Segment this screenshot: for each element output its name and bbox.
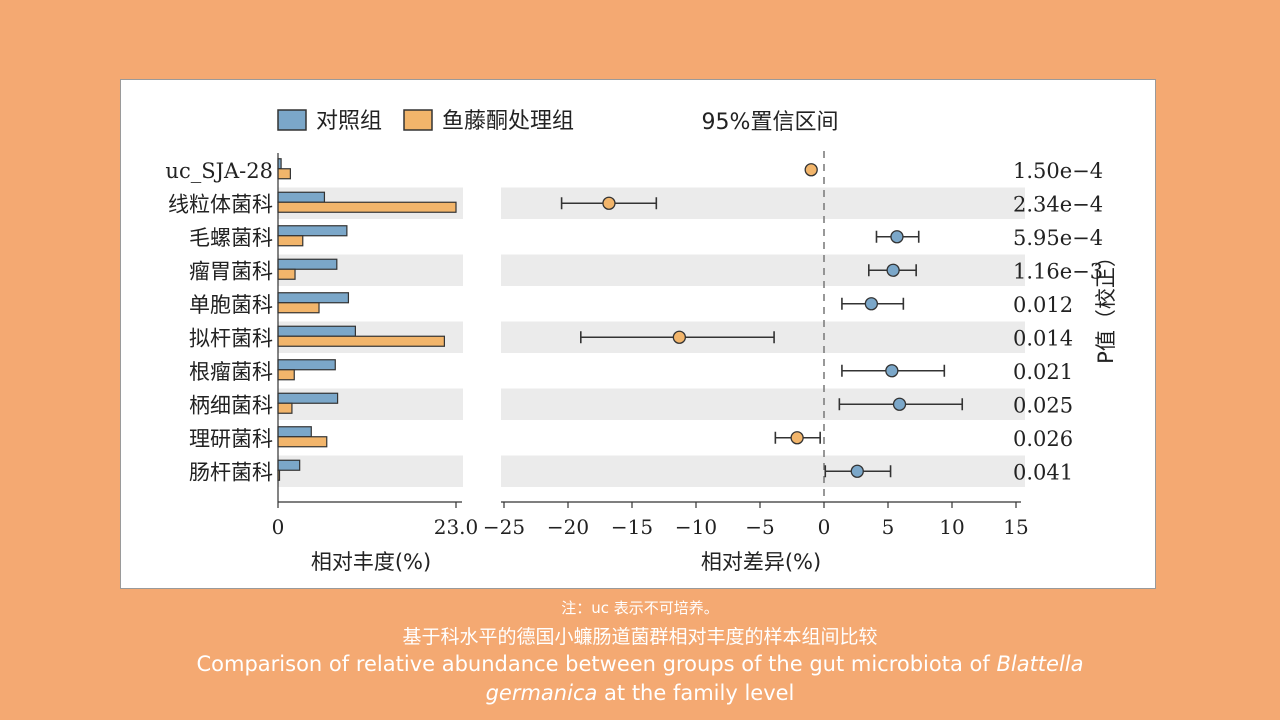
bar-control <box>277 191 326 203</box>
bar-control <box>277 225 348 237</box>
figure-panel: 对照组 鱼藤酮处理组 95%置信区间 uc_SJA-28 线粒体菌科毛螺菌科瘤胃菌… <box>120 79 1156 589</box>
mean-difference-point <box>886 263 900 277</box>
category-label: uc_SJA-28 <box>165 159 273 183</box>
category-label: 理研菌科 <box>189 427 273 451</box>
legend-swatch-control <box>277 109 307 131</box>
legend-label-treatment: 鱼藤酮处理组 <box>442 109 574 134</box>
p-value-label: 0.026 <box>1013 427 1073 451</box>
bar-treatment <box>277 268 296 280</box>
right-tick-label: −10 <box>675 515 717 539</box>
bar-control <box>277 392 339 404</box>
category-label: 线粒体菌科 <box>168 192 273 216</box>
p-value-label: 0.014 <box>1013 326 1073 350</box>
bar-control <box>277 325 356 337</box>
right-tick-label: 15 <box>1003 515 1028 539</box>
ci-title: 95%置信区间 <box>702 110 839 135</box>
right-tick-label: 5 <box>882 515 895 539</box>
footnote: 注：uc 表示不可培养。 <box>561 599 719 617</box>
mean-difference-point <box>804 163 818 177</box>
chart: 对照组 鱼藤酮处理组 95%置信区间 uc_SJA-28 线粒体菌科毛螺菌科瘤胃菌… <box>165 109 1118 574</box>
bar-control <box>277 459 301 471</box>
caption-english: Comparison of relative abundance between… <box>0 650 1280 708</box>
left-axis-label: 相对丰度(%) <box>311 550 431 574</box>
bar-treatment <box>277 302 320 314</box>
mean-difference-point <box>864 297 879 311</box>
right-tick-label: −20 <box>547 515 589 539</box>
bar-treatment <box>277 235 304 247</box>
right-axis-label: 相对差异(%) <box>701 550 821 574</box>
p-value-label: 5.95e−4 <box>1013 226 1103 250</box>
right-tick-label: 0 <box>818 515 831 539</box>
p-value-label: 0.025 <box>1013 393 1073 417</box>
category-label: 单胞菌科 <box>189 293 273 317</box>
p-value-label: 0.041 <box>1013 460 1073 484</box>
bar-control <box>277 292 350 304</box>
p-value-label: 1.50e−4 <box>1013 159 1103 183</box>
row-stripe-right <box>501 455 1025 487</box>
caption-english-part-1: Comparison of relative abundance between… <box>196 652 997 676</box>
p-value-label: 1.16e−3 <box>1013 259 1103 283</box>
caption-species-genus: Blattella <box>996 652 1084 676</box>
p-axis-title: P值（校正） <box>1094 246 1118 364</box>
caption-english-part-2: at the family level <box>597 681 795 705</box>
mean-difference-point <box>850 464 864 478</box>
row-stripe-right <box>501 254 1025 286</box>
caption-chinese: 基于科水平的德国小蠊肠道菌群相对丰度的样本组间比较 <box>402 626 878 648</box>
left-tick-label-0: 0 <box>272 515 285 539</box>
mean-difference-point <box>672 330 687 344</box>
left-tick-label-max: 23.0 <box>434 515 479 539</box>
right-tick-label: 10 <box>939 515 964 539</box>
legend-label-control: 对照组 <box>316 109 382 134</box>
right-tick-label: −5 <box>745 515 774 539</box>
caption-species-epithet: germanica <box>485 681 598 705</box>
bar-treatment <box>277 201 457 213</box>
bar-treatment <box>277 369 295 381</box>
bar-treatment <box>277 402 293 414</box>
mean-difference-point <box>885 364 899 378</box>
mean-difference-point <box>790 431 804 445</box>
category-label: 拟杆菌科 <box>189 326 273 350</box>
bar-treatment <box>277 335 445 347</box>
category-label: 柄细菌科 <box>189 393 273 417</box>
legend-swatch-treatment <box>403 109 433 131</box>
mean-difference-point <box>602 196 616 210</box>
mean-difference-point <box>890 230 904 244</box>
bar-treatment <box>277 436 328 448</box>
bar-treatment <box>277 168 291 180</box>
category-label: 肠杆菌科 <box>189 460 273 484</box>
bar-control <box>277 426 312 438</box>
category-label: 毛螺菌科 <box>189 226 273 250</box>
right-tick-label: −25 <box>483 515 525 539</box>
p-value-label: 0.012 <box>1013 293 1073 317</box>
mean-difference-point <box>892 397 907 411</box>
p-value-label: 2.34e−4 <box>1013 192 1103 216</box>
category-label: 根瘤菌科 <box>189 360 273 384</box>
row-stripe-left <box>278 455 463 487</box>
bar-control <box>277 359 336 371</box>
bar-control <box>277 258 338 270</box>
right-tick-label: −15 <box>611 515 653 539</box>
p-value-label: 0.021 <box>1013 360 1073 384</box>
category-label: 瘤胃菌科 <box>189 259 273 283</box>
